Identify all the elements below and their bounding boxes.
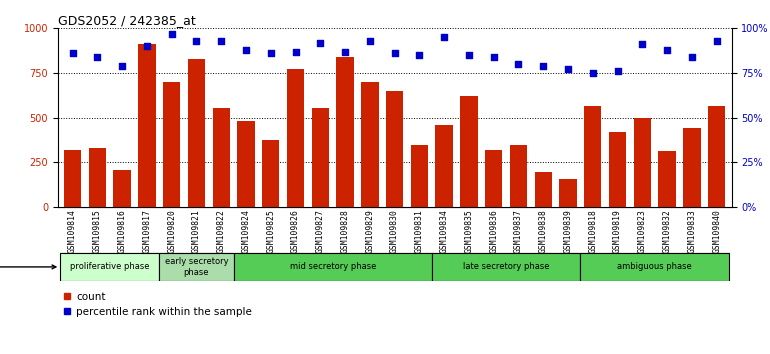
Bar (89, 148, 106, 207)
Point (265, 51, 277, 56)
Text: GSM109822: GSM109822 (216, 210, 226, 253)
Bar (386, 91, 403, 207)
Text: GSM109826: GSM109826 (291, 210, 300, 253)
Point (661, 47, 673, 53)
Text: GSM109831: GSM109831 (415, 210, 424, 253)
Point (537, 63, 550, 69)
Text: ambiguous phase: ambiguous phase (618, 262, 692, 272)
Bar (559, 179, 577, 207)
Bar (163, 82, 180, 207)
Text: GSM109825: GSM109825 (266, 210, 275, 253)
Text: GSM109838: GSM109838 (539, 210, 547, 253)
Bar (436, 125, 453, 207)
Text: GSM109815: GSM109815 (93, 210, 102, 253)
Point (463, 52, 475, 58)
Text: GSM109818: GSM109818 (588, 210, 598, 253)
Text: GSM109833: GSM109833 (688, 210, 696, 253)
Point (487, 54, 500, 60)
Text: mid secretory phase: mid secretory phase (290, 262, 376, 272)
Text: GSM109837: GSM109837 (514, 210, 523, 253)
Text: GSM109814: GSM109814 (68, 210, 77, 253)
Bar (262, 140, 280, 207)
Text: GSM109830: GSM109830 (390, 210, 399, 253)
Text: early secretory
phase: early secretory phase (165, 257, 228, 276)
Point (388, 51, 400, 56)
Legend: count, percentile rank within the sample: count, percentile rank within the sample (63, 292, 253, 317)
Text: GSM109823: GSM109823 (638, 210, 647, 253)
Point (611, 68, 624, 74)
Bar (312, 108, 329, 207)
Point (562, 67, 574, 72)
Text: GSM109840: GSM109840 (712, 210, 721, 253)
Point (438, 34, 450, 40)
Text: GSM109819: GSM109819 (613, 210, 622, 253)
Bar (634, 118, 651, 207)
Bar (361, 82, 379, 207)
Bar (410, 145, 428, 207)
Point (512, 61, 524, 67)
Point (636, 41, 648, 47)
Text: GSM109839: GSM109839 (564, 210, 573, 253)
Bar (510, 145, 527, 207)
Bar (658, 151, 676, 207)
Bar (683, 127, 701, 207)
Bar (534, 172, 552, 207)
Point (215, 38, 227, 44)
Point (239, 47, 252, 53)
Point (363, 38, 376, 44)
Point (166, 31, 178, 36)
Bar (708, 106, 725, 207)
Bar (581, 253, 729, 281)
Point (711, 38, 723, 44)
Text: GSM109816: GSM109816 (118, 210, 126, 253)
Bar (64, 150, 82, 207)
Bar (485, 150, 502, 207)
Bar (60, 253, 159, 281)
Text: GSM109828: GSM109828 (340, 210, 350, 253)
Bar (159, 253, 233, 281)
Bar (584, 106, 601, 207)
Point (314, 40, 326, 45)
Text: GDS2052 / 242385_at: GDS2052 / 242385_at (58, 14, 196, 27)
Bar (432, 253, 581, 281)
Point (66, 51, 79, 56)
Point (141, 44, 153, 49)
Point (116, 63, 129, 69)
Point (587, 70, 599, 76)
Text: GSM109817: GSM109817 (142, 210, 152, 253)
Text: GSM109836: GSM109836 (489, 210, 498, 253)
Text: GSM109824: GSM109824 (242, 210, 250, 253)
Text: proliferative phase: proliferative phase (70, 262, 149, 272)
Bar (188, 59, 205, 207)
Bar (113, 170, 131, 207)
Text: GSM109832: GSM109832 (663, 210, 671, 253)
Text: late secretory phase: late secretory phase (463, 262, 549, 272)
Point (686, 54, 698, 60)
Bar (237, 121, 255, 207)
Point (413, 52, 426, 58)
Point (290, 49, 302, 55)
Point (339, 49, 351, 55)
Text: GSM109829: GSM109829 (365, 210, 374, 253)
Text: GSM109827: GSM109827 (316, 210, 325, 253)
Bar (233, 253, 432, 281)
Text: GSM109820: GSM109820 (167, 210, 176, 253)
Bar (460, 96, 477, 207)
Text: other: other (0, 262, 56, 272)
Text: GSM109834: GSM109834 (440, 210, 449, 253)
Bar (336, 57, 353, 207)
Bar (213, 108, 230, 207)
Bar (139, 44, 156, 207)
Text: GSM109821: GSM109821 (192, 210, 201, 253)
Bar (609, 132, 626, 207)
Bar (287, 69, 304, 207)
Text: GSM109835: GSM109835 (464, 210, 474, 253)
Point (190, 38, 203, 44)
Point (91, 54, 103, 60)
